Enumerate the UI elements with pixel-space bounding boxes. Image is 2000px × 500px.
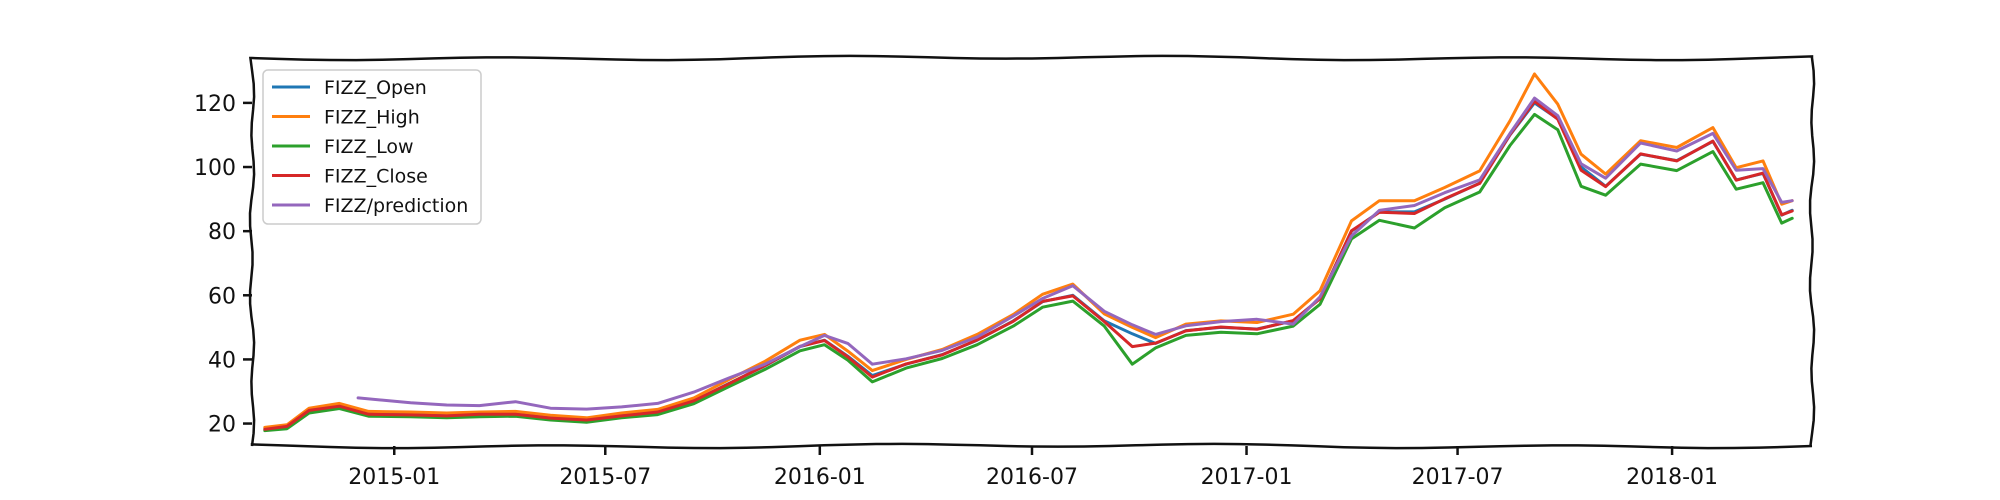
y-tick-label-100: 100 <box>194 156 236 181</box>
x-axis: 2015-01 2015-07 2016-01 2016-07 2017-01 2017-… <box>348 446 1718 490</box>
y-axis: 20 40 60 80 100 120 <box>194 92 252 438</box>
x-tick-label-2017-01: 2017-01 <box>1201 465 1293 490</box>
series-line-fizz-close <box>263 99 1794 431</box>
x-tick-label-2015-01: 2015-01 <box>348 465 440 490</box>
y-tick-label-120: 120 <box>194 92 236 117</box>
legend-label-fizz-low: FIZZ_Low <box>324 136 413 158</box>
x-tick-label-2018-01: 2018-01 <box>1626 465 1718 490</box>
x-tick-label-2017-07: 2017-07 <box>1412 465 1504 490</box>
legend-label-fizz-high: FIZZ_High <box>324 107 420 129</box>
plot-border <box>248 54 1816 450</box>
y-tick-label-20: 20 <box>208 413 236 438</box>
legend-label-fizz-close: FIZZ_Close <box>324 166 428 188</box>
series-line-fizz-high <box>263 72 1794 429</box>
legend-box <box>262 69 482 225</box>
y-tick-label-80: 80 <box>208 220 236 245</box>
legend-label-fizz-open: FIZZ_Open <box>324 77 427 99</box>
plot-frame <box>248 54 1816 450</box>
series-line-fizz-prediction <box>356 96 1794 411</box>
series-line-fizz-open <box>263 101 1794 431</box>
y-tick-label-40: 40 <box>208 348 236 373</box>
series-line-fizz-low <box>263 112 1794 433</box>
x-tick-label-2016-07: 2016-07 <box>986 465 1078 490</box>
x-tick-label-2016-01: 2016-01 <box>774 465 866 490</box>
series-lines <box>263 72 1794 433</box>
y-tick-label-60: 60 <box>208 284 236 309</box>
x-tick-label-2015-07: 2015-07 <box>559 465 651 490</box>
legend-label-fizz-prediction: FIZZ/prediction <box>324 195 468 217</box>
legend: FIZZ_Open FIZZ_High FIZZ_Low FIZZ_Close FIZZ… <box>262 69 482 225</box>
